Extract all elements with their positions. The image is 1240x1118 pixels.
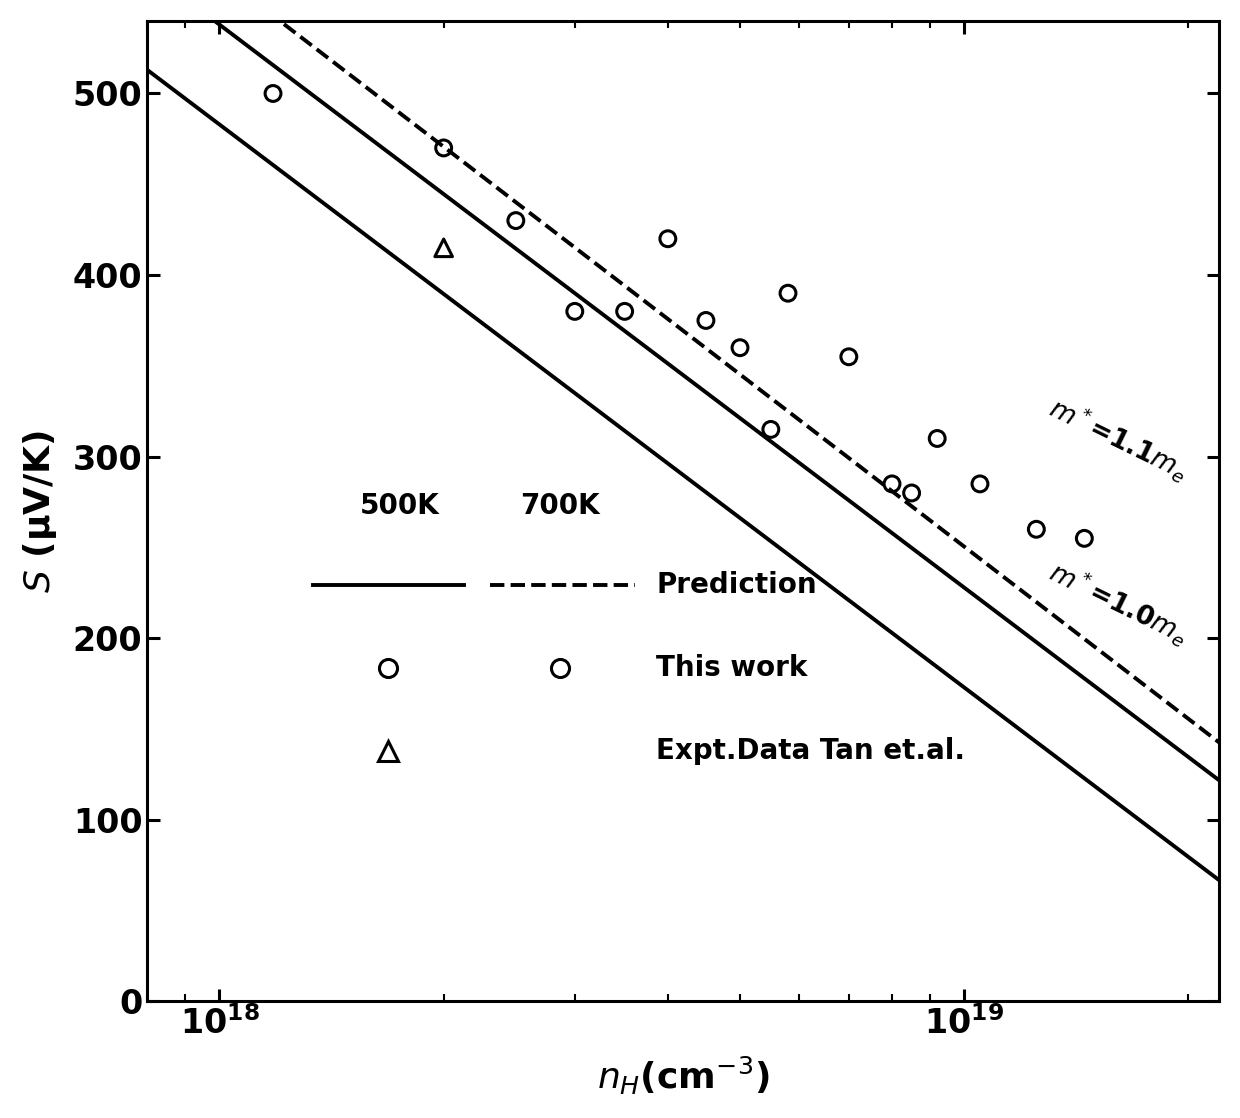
Point <box>901 484 921 502</box>
Text: $m^*$=1.0$m_e$: $m^*$=1.0$m_e$ <box>1044 553 1194 650</box>
X-axis label: $n_{H}$(cm$^{-3}$): $n_{H}$(cm$^{-3}$) <box>596 1055 770 1097</box>
Text: 700K: 700K <box>520 492 600 520</box>
Text: $m^*$=1.1$m_e$: $m^*$=1.1$m_e$ <box>1044 390 1194 486</box>
Point <box>1027 520 1047 538</box>
Text: Expt.Data Tan et.al.: Expt.Data Tan et.al. <box>656 738 966 766</box>
Text: Prediction: Prediction <box>656 570 817 598</box>
Y-axis label: $S$ (μV/K): $S$ (μV/K) <box>21 429 58 593</box>
Point <box>506 211 526 229</box>
Point <box>434 239 454 257</box>
Text: 500K: 500K <box>360 492 439 520</box>
Point <box>928 429 947 447</box>
Point <box>263 85 283 103</box>
Point <box>777 284 797 302</box>
Point <box>696 312 715 330</box>
Point <box>970 475 990 493</box>
Point <box>658 230 678 248</box>
Point <box>839 348 859 366</box>
Point <box>761 420 781 438</box>
Text: This work: This work <box>656 654 807 682</box>
Point <box>615 303 635 321</box>
Point <box>730 339 750 357</box>
Point <box>565 303 585 321</box>
Point <box>434 139 454 157</box>
Point <box>882 475 901 493</box>
Point <box>1074 530 1094 548</box>
